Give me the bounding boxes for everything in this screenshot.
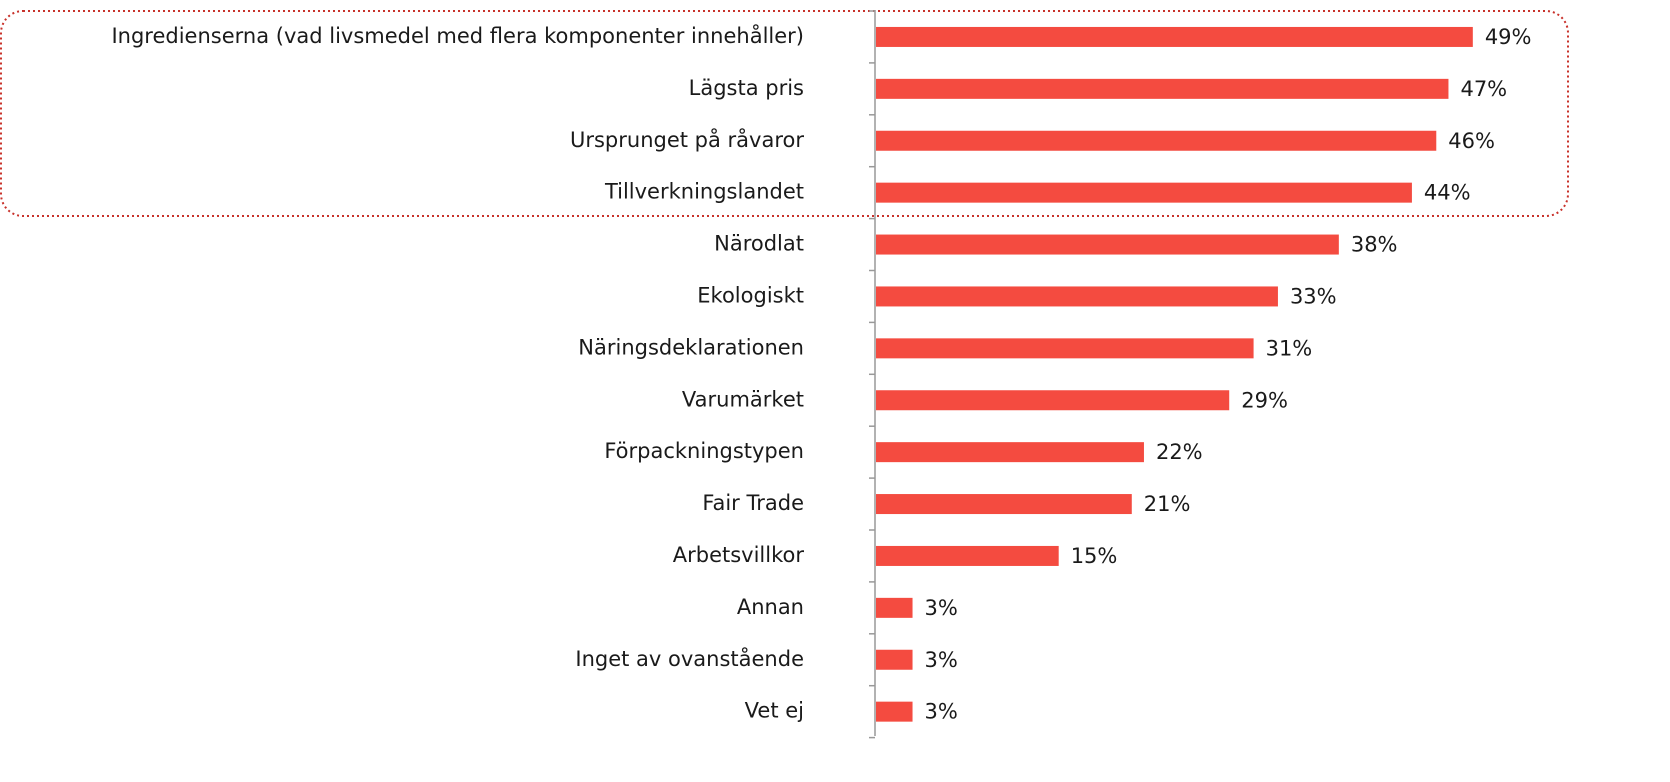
value-label: 47% <box>1460 77 1507 101</box>
bar <box>876 78 1449 99</box>
category-label: Arbetsvillkor <box>673 543 805 567</box>
bar <box>876 545 1059 566</box>
category-label: Ursprunget på råvaror <box>570 127 804 152</box>
category-label: Inget av ovanstående <box>575 646 804 671</box>
value-label: 33% <box>1290 284 1337 308</box>
value-label: 22% <box>1156 440 1203 464</box>
category-label: Tillverkningslandet <box>604 180 804 204</box>
category-label: Förpackningstypen <box>604 439 804 463</box>
category-label: Näringsdeklarationen <box>578 335 804 359</box>
category-label: Ekologiskt <box>697 283 804 307</box>
bar <box>876 442 1144 463</box>
bar <box>876 338 1254 359</box>
value-label: 46% <box>1448 129 1495 153</box>
bar <box>876 234 1339 255</box>
value-label: 49% <box>1485 25 1532 49</box>
value-label: 44% <box>1424 181 1471 205</box>
value-label: 3% <box>925 648 958 672</box>
value-label: 15% <box>1071 544 1118 568</box>
highlight-box <box>0 10 1569 217</box>
bar <box>876 390 1230 411</box>
bar <box>876 494 1132 515</box>
category-label: Varumärket <box>682 387 804 411</box>
category-label: Annan <box>737 595 804 619</box>
category-label: Fair Trade <box>702 491 804 515</box>
value-label: 31% <box>1266 336 1313 360</box>
bar <box>876 286 1278 307</box>
bar <box>876 130 1437 151</box>
value-label: 3% <box>925 596 958 620</box>
category-label: Närodlat <box>714 232 804 256</box>
value-label: 3% <box>925 700 958 724</box>
category-label: Ingredienserna (vad livsmedel med flera … <box>111 23 804 48</box>
bar <box>876 597 913 618</box>
category-label: Vet ej <box>745 699 804 723</box>
value-label: 38% <box>1351 233 1398 257</box>
category-label: Lägsta pris <box>689 76 804 100</box>
bar <box>876 649 913 670</box>
bar <box>876 182 1412 203</box>
bar <box>876 701 913 722</box>
value-label: 21% <box>1144 492 1191 516</box>
value-label: 29% <box>1241 388 1288 412</box>
bar <box>876 26 1473 47</box>
